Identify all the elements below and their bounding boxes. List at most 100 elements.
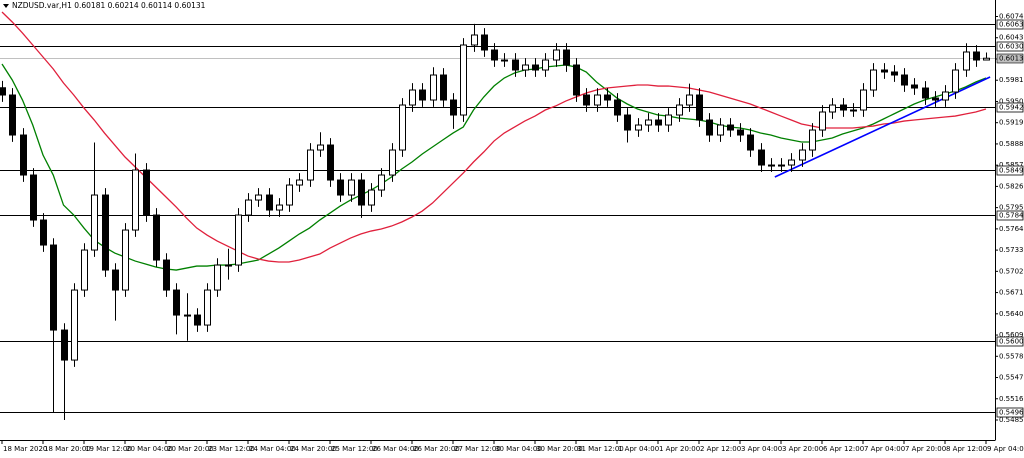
x-tick-label: 23 Mar 12:00 — [208, 445, 255, 453]
level-label-box — [996, 165, 1024, 176]
candle-body — [399, 104, 406, 151]
candle-body — [276, 204, 283, 211]
candle-body — [973, 51, 980, 61]
candle-body — [9, 94, 16, 136]
candle-body — [737, 129, 744, 136]
candle-body — [389, 149, 396, 176]
candle-body — [727, 124, 734, 131]
x-tick-label: 3 Apr 20:00 — [782, 445, 823, 453]
candle-body — [819, 111, 826, 131]
level-label-box — [996, 41, 1024, 52]
level-label-box — [996, 102, 1024, 113]
candle-body — [419, 89, 426, 101]
level-label: 0.58499 — [999, 167, 1024, 175]
candle-body — [665, 114, 672, 126]
candle-body — [686, 94, 693, 106]
candle-body — [491, 49, 498, 61]
x-tick-label: 3 Apr 04:00 — [741, 445, 782, 453]
candle-body — [378, 174, 385, 191]
candle-body — [143, 169, 150, 216]
x-tick-label: 6 Apr 12:00 — [823, 445, 864, 453]
candle-body — [184, 314, 191, 317]
level-label: 0.56006 — [999, 338, 1024, 346]
candle-body — [901, 74, 908, 86]
candle-body — [30, 174, 37, 221]
candle-body — [963, 51, 970, 71]
candle-body — [266, 194, 273, 211]
candle-body — [778, 164, 785, 167]
x-tick-label: 19 Mar 12:00 — [85, 445, 132, 453]
x-tick-label: 9 Apr 04:00 — [987, 445, 1024, 453]
candle-body — [112, 269, 119, 291]
x-tick-label: 7 Apr 04:00 — [864, 445, 905, 453]
candle-body — [348, 179, 355, 196]
x-tick-label: 26 Mar 04:00 — [372, 445, 419, 453]
chart-title: NZDUSD.var,H1 0.60181 0.60214 0.60114 0.… — [12, 1, 206, 10]
x-tick-label: 24 Mar 04:00 — [249, 445, 296, 453]
candle-body — [747, 134, 754, 151]
candle-body — [522, 64, 529, 71]
candle-body — [337, 179, 344, 196]
candle-body — [655, 119, 662, 126]
candle-body — [358, 179, 365, 206]
candle-body — [983, 57, 990, 61]
symbol-menu-icon[interactable] — [3, 4, 9, 8]
candle-body — [758, 149, 765, 166]
candle-body — [542, 59, 549, 71]
candle-body — [809, 129, 816, 151]
candle-body — [153, 214, 160, 261]
candle-body — [460, 44, 467, 116]
candle-body — [829, 104, 836, 113]
candle-body — [645, 119, 652, 126]
candle-body — [235, 214, 242, 266]
y-tick-label: 0.54850 — [999, 416, 1024, 424]
candle-body — [102, 194, 109, 271]
candle-body — [788, 159, 795, 166]
candle-body — [583, 94, 590, 106]
candle-body — [624, 114, 631, 131]
candle-body — [573, 64, 580, 96]
x-tick-label: 24 Mar 20:00 — [290, 445, 337, 453]
candle-body — [481, 34, 488, 51]
x-tick-label: 8 Apr 12:00 — [946, 445, 987, 453]
candle-body — [604, 94, 611, 101]
candle-body — [635, 124, 642, 131]
candle-body — [860, 89, 867, 111]
candle-body — [20, 134, 27, 176]
candles-layer — [0, 23, 990, 420]
x-tick-label: 1 Apr 04:00 — [618, 445, 659, 453]
candle-body — [317, 144, 324, 151]
candle-body — [870, 69, 877, 91]
x-tick-label: 18 Mar 20:00 — [44, 445, 91, 453]
candle-body — [255, 194, 262, 201]
candle-body — [91, 194, 98, 251]
candle-body — [122, 229, 129, 291]
candle-body — [194, 314, 201, 326]
candle-body — [214, 264, 221, 291]
candle-body — [471, 34, 478, 46]
level-label-box — [996, 336, 1024, 347]
candle-body — [799, 149, 806, 161]
level-label: 0.60309 — [999, 43, 1024, 51]
candle-body — [327, 144, 334, 181]
candle-body — [952, 69, 959, 93]
candle-body — [245, 199, 252, 216]
level-label-box — [996, 407, 1024, 418]
x-tick-label: 20 Mar 20:00 — [167, 445, 214, 453]
